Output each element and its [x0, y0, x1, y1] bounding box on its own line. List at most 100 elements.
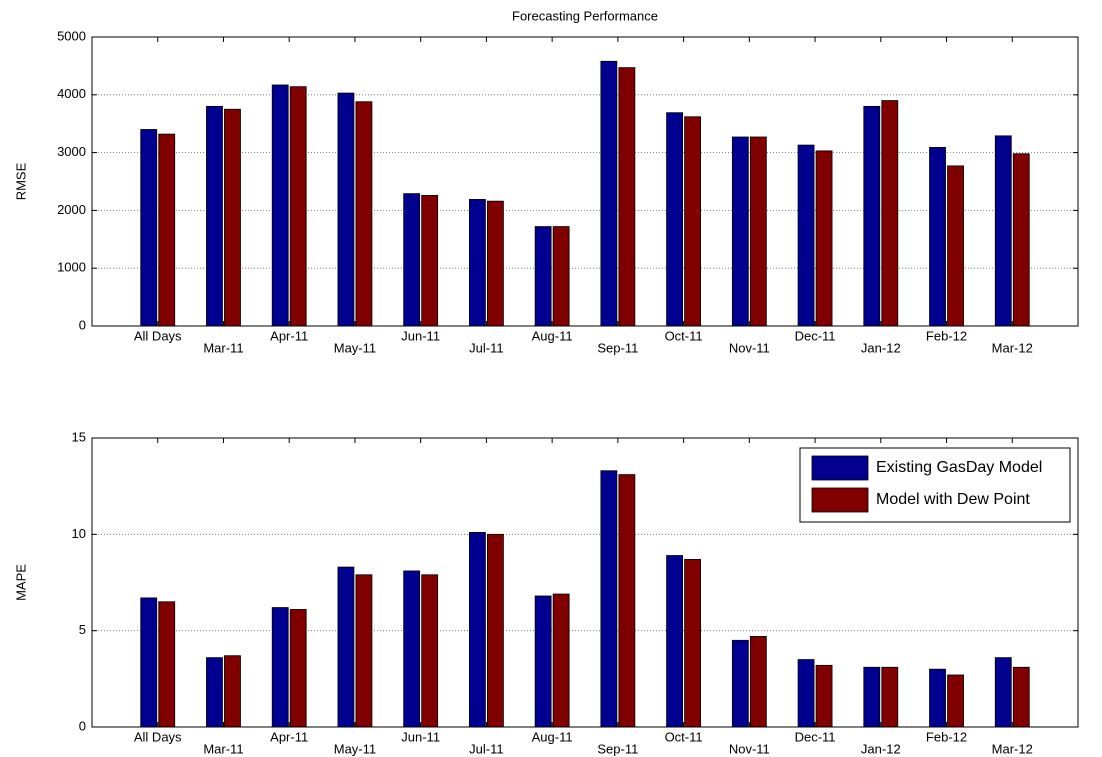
- bar: [815, 664, 833, 728]
- y-tick-label: 5000: [57, 28, 86, 43]
- y-tick-label: 5: [79, 622, 86, 637]
- bar: [749, 136, 767, 327]
- bar: [224, 108, 241, 327]
- y-tick-label: 0: [79, 317, 86, 332]
- bar: [552, 226, 570, 327]
- bar: [684, 116, 701, 327]
- bar: [355, 574, 373, 728]
- x-tick-label: Feb-12: [926, 729, 967, 744]
- bar: [403, 570, 421, 728]
- bar: [289, 609, 307, 728]
- x-tick-label: Mar-11: [203, 741, 243, 756]
- bar: [929, 668, 946, 728]
- y-tick-label: 2000: [57, 202, 86, 217]
- y-tick-label: 3000: [57, 144, 86, 159]
- legend-label: Existing GasDay Model: [876, 459, 1042, 476]
- bar: [994, 657, 1012, 728]
- axes-frame: [91, 437, 1079, 728]
- y-tick-label: 15: [72, 429, 86, 444]
- bar: [994, 135, 1012, 327]
- bar: [552, 593, 570, 728]
- bar: [486, 533, 504, 728]
- bar: [140, 597, 158, 728]
- axes-frame: [91, 36, 1079, 327]
- bar: [206, 657, 223, 728]
- bar: [534, 595, 552, 728]
- x-tick-label: Oct-11: [665, 328, 703, 343]
- x-tick-label: Jun-11: [401, 729, 440, 744]
- x-tick-label: Jul-11: [469, 741, 503, 756]
- bar: [337, 92, 355, 327]
- x-tick-label: Nov-11: [729, 741, 770, 756]
- x-tick-label: Aug-11: [532, 328, 573, 343]
- legend: Existing GasDay Model Model with Dew Poin…: [799, 447, 1071, 523]
- x-tick-label: Dec-11: [795, 729, 836, 744]
- bar: [666, 555, 683, 728]
- x-tick-label: Oct-11: [665, 729, 703, 744]
- bar: [421, 574, 439, 728]
- bar: [815, 150, 833, 327]
- bar: [881, 100, 899, 327]
- x-tick-label: Aug-11: [532, 729, 573, 744]
- bar: [863, 666, 881, 728]
- bar: [731, 136, 749, 327]
- bar: [206, 105, 223, 327]
- bar: [749, 636, 767, 728]
- y-axis-label: RMSE: [13, 162, 28, 200]
- legend-label: Model with Dew Point: [876, 491, 1030, 508]
- bar: [468, 532, 486, 728]
- bar: [600, 60, 618, 327]
- bar: [271, 607, 289, 728]
- bar: [158, 133, 176, 327]
- x-tick-label: Sep-11: [597, 741, 638, 756]
- bar: [947, 165, 964, 327]
- x-tick-label: Jun-11: [401, 328, 440, 343]
- bar: [271, 84, 289, 327]
- y-tick-label: 10: [72, 526, 86, 541]
- y-tick-label: 4000: [57, 86, 86, 101]
- bar: [289, 86, 307, 327]
- legend-swatch: [811, 455, 869, 481]
- bar: [684, 558, 701, 728]
- bar: [731, 639, 749, 728]
- x-tick-label: All Days: [134, 328, 182, 343]
- x-tick-label: Dec-11: [795, 328, 836, 343]
- x-tick-label: May-11: [334, 340, 376, 355]
- x-tick-label: Jan-12: [861, 741, 901, 756]
- bar: [618, 474, 636, 728]
- bar: [158, 601, 176, 728]
- bar: [797, 659, 815, 728]
- bar: [403, 193, 421, 327]
- bar: [618, 67, 636, 327]
- x-tick-label: Nov-11: [729, 340, 770, 355]
- bar: [421, 194, 439, 327]
- bar: [797, 144, 815, 327]
- x-tick-label: Mar-11: [203, 340, 243, 355]
- bar: [468, 199, 486, 327]
- bar: [486, 200, 504, 327]
- legend-swatch: [811, 487, 869, 513]
- x-tick-label: May-11: [334, 741, 376, 756]
- x-tick-label: Mar-12: [992, 340, 1033, 355]
- x-tick-label: Apr-11: [270, 729, 308, 744]
- bar: [600, 470, 618, 728]
- bar: [881, 666, 899, 728]
- x-tick-label: Feb-12: [926, 328, 967, 343]
- bar: [1012, 666, 1030, 728]
- bar: [947, 674, 964, 728]
- x-tick-label: Apr-11: [270, 328, 308, 343]
- x-tick-label: All Days: [134, 729, 182, 744]
- chart-title: Forecasting Performance: [512, 8, 658, 23]
- bar: [1012, 153, 1030, 327]
- bar: [140, 129, 158, 327]
- bar: [666, 112, 683, 327]
- y-tick-label: 1000: [57, 260, 86, 275]
- bar: [355, 101, 373, 327]
- x-tick-label: Jul-11: [469, 340, 503, 355]
- bar: [337, 566, 355, 728]
- bar: [929, 146, 946, 327]
- bar: [863, 105, 881, 327]
- bar: [224, 655, 241, 728]
- x-tick-label: Jan-12: [861, 340, 901, 355]
